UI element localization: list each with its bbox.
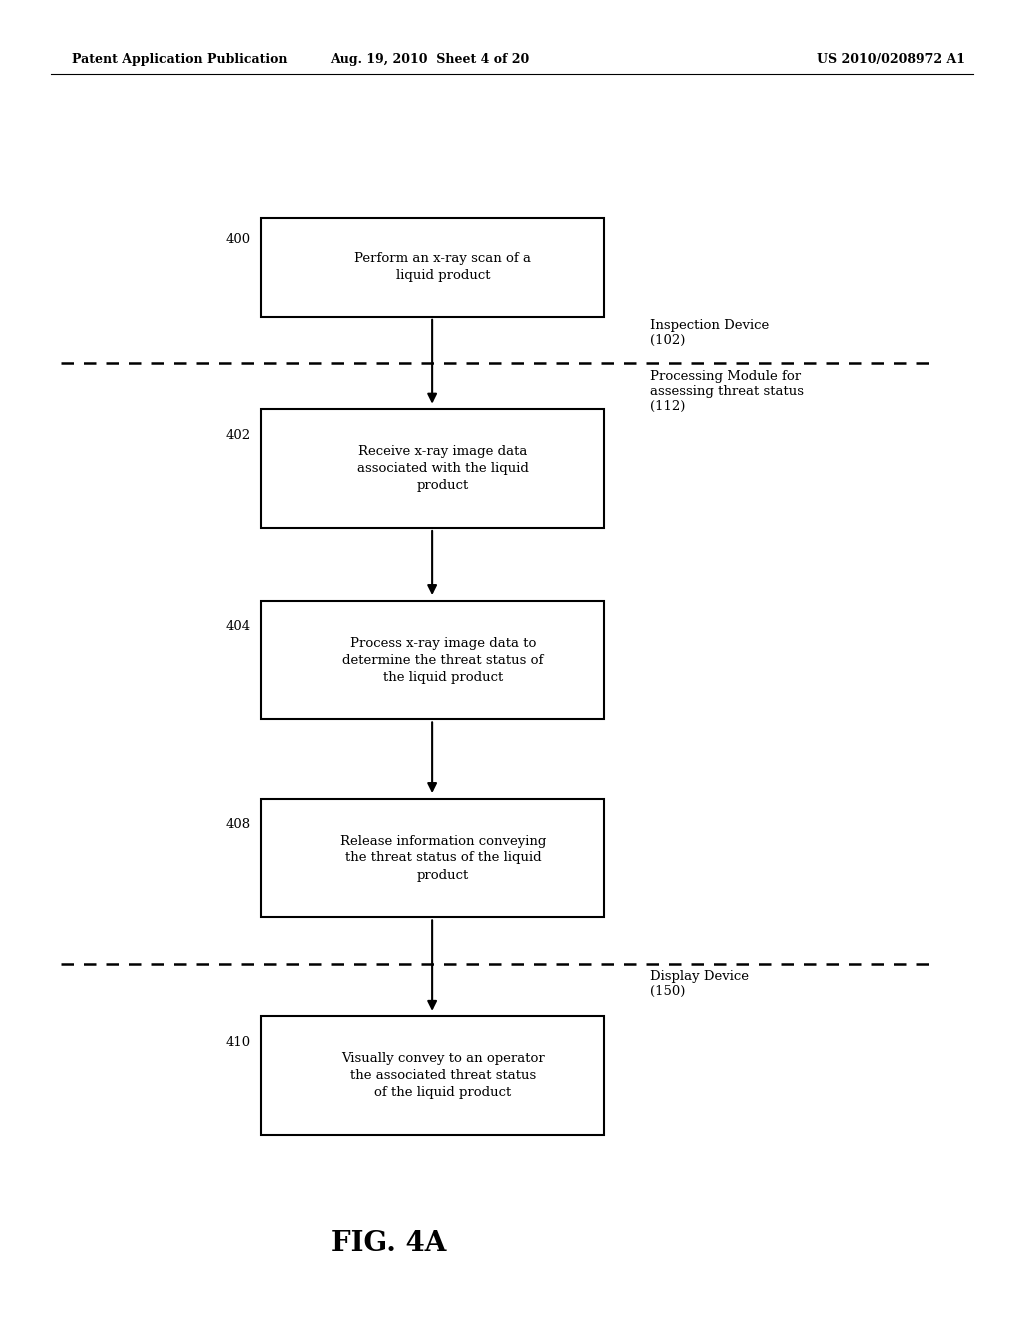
Text: 410: 410 <box>225 1036 251 1049</box>
Text: Receive x-ray image data
associated with the liquid
product: Receive x-ray image data associated with… <box>357 445 528 492</box>
Text: Display Device
(150): Display Device (150) <box>650 970 750 998</box>
Text: 402: 402 <box>225 429 251 442</box>
Text: Visually convey to an operator
the associated threat status
of the liquid produc: Visually convey to an operator the assoc… <box>341 1052 545 1100</box>
FancyBboxPatch shape <box>261 1016 604 1135</box>
Text: Patent Application Publication: Patent Application Publication <box>72 53 287 66</box>
FancyBboxPatch shape <box>261 218 604 317</box>
Text: Process x-ray image data to
determine the threat status of
the liquid product: Process x-ray image data to determine th… <box>342 636 544 684</box>
Text: Release information conveying
the threat status of the liquid
product: Release information conveying the threat… <box>340 834 546 882</box>
FancyBboxPatch shape <box>261 409 604 528</box>
FancyBboxPatch shape <box>261 601 604 719</box>
Text: 404: 404 <box>225 620 251 634</box>
Text: 408: 408 <box>225 818 251 832</box>
Text: Aug. 19, 2010  Sheet 4 of 20: Aug. 19, 2010 Sheet 4 of 20 <box>331 53 529 66</box>
Text: 400: 400 <box>225 234 251 246</box>
Text: Perform an x-ray scan of a
liquid product: Perform an x-ray scan of a liquid produc… <box>354 252 531 282</box>
Text: US 2010/0208972 A1: US 2010/0208972 A1 <box>817 53 965 66</box>
Text: FIG. 4A: FIG. 4A <box>332 1230 446 1257</box>
Text: Processing Module for
assessing threat status
(112): Processing Module for assessing threat s… <box>650 370 804 413</box>
FancyBboxPatch shape <box>261 799 604 917</box>
Text: Inspection Device
(102): Inspection Device (102) <box>650 319 769 347</box>
